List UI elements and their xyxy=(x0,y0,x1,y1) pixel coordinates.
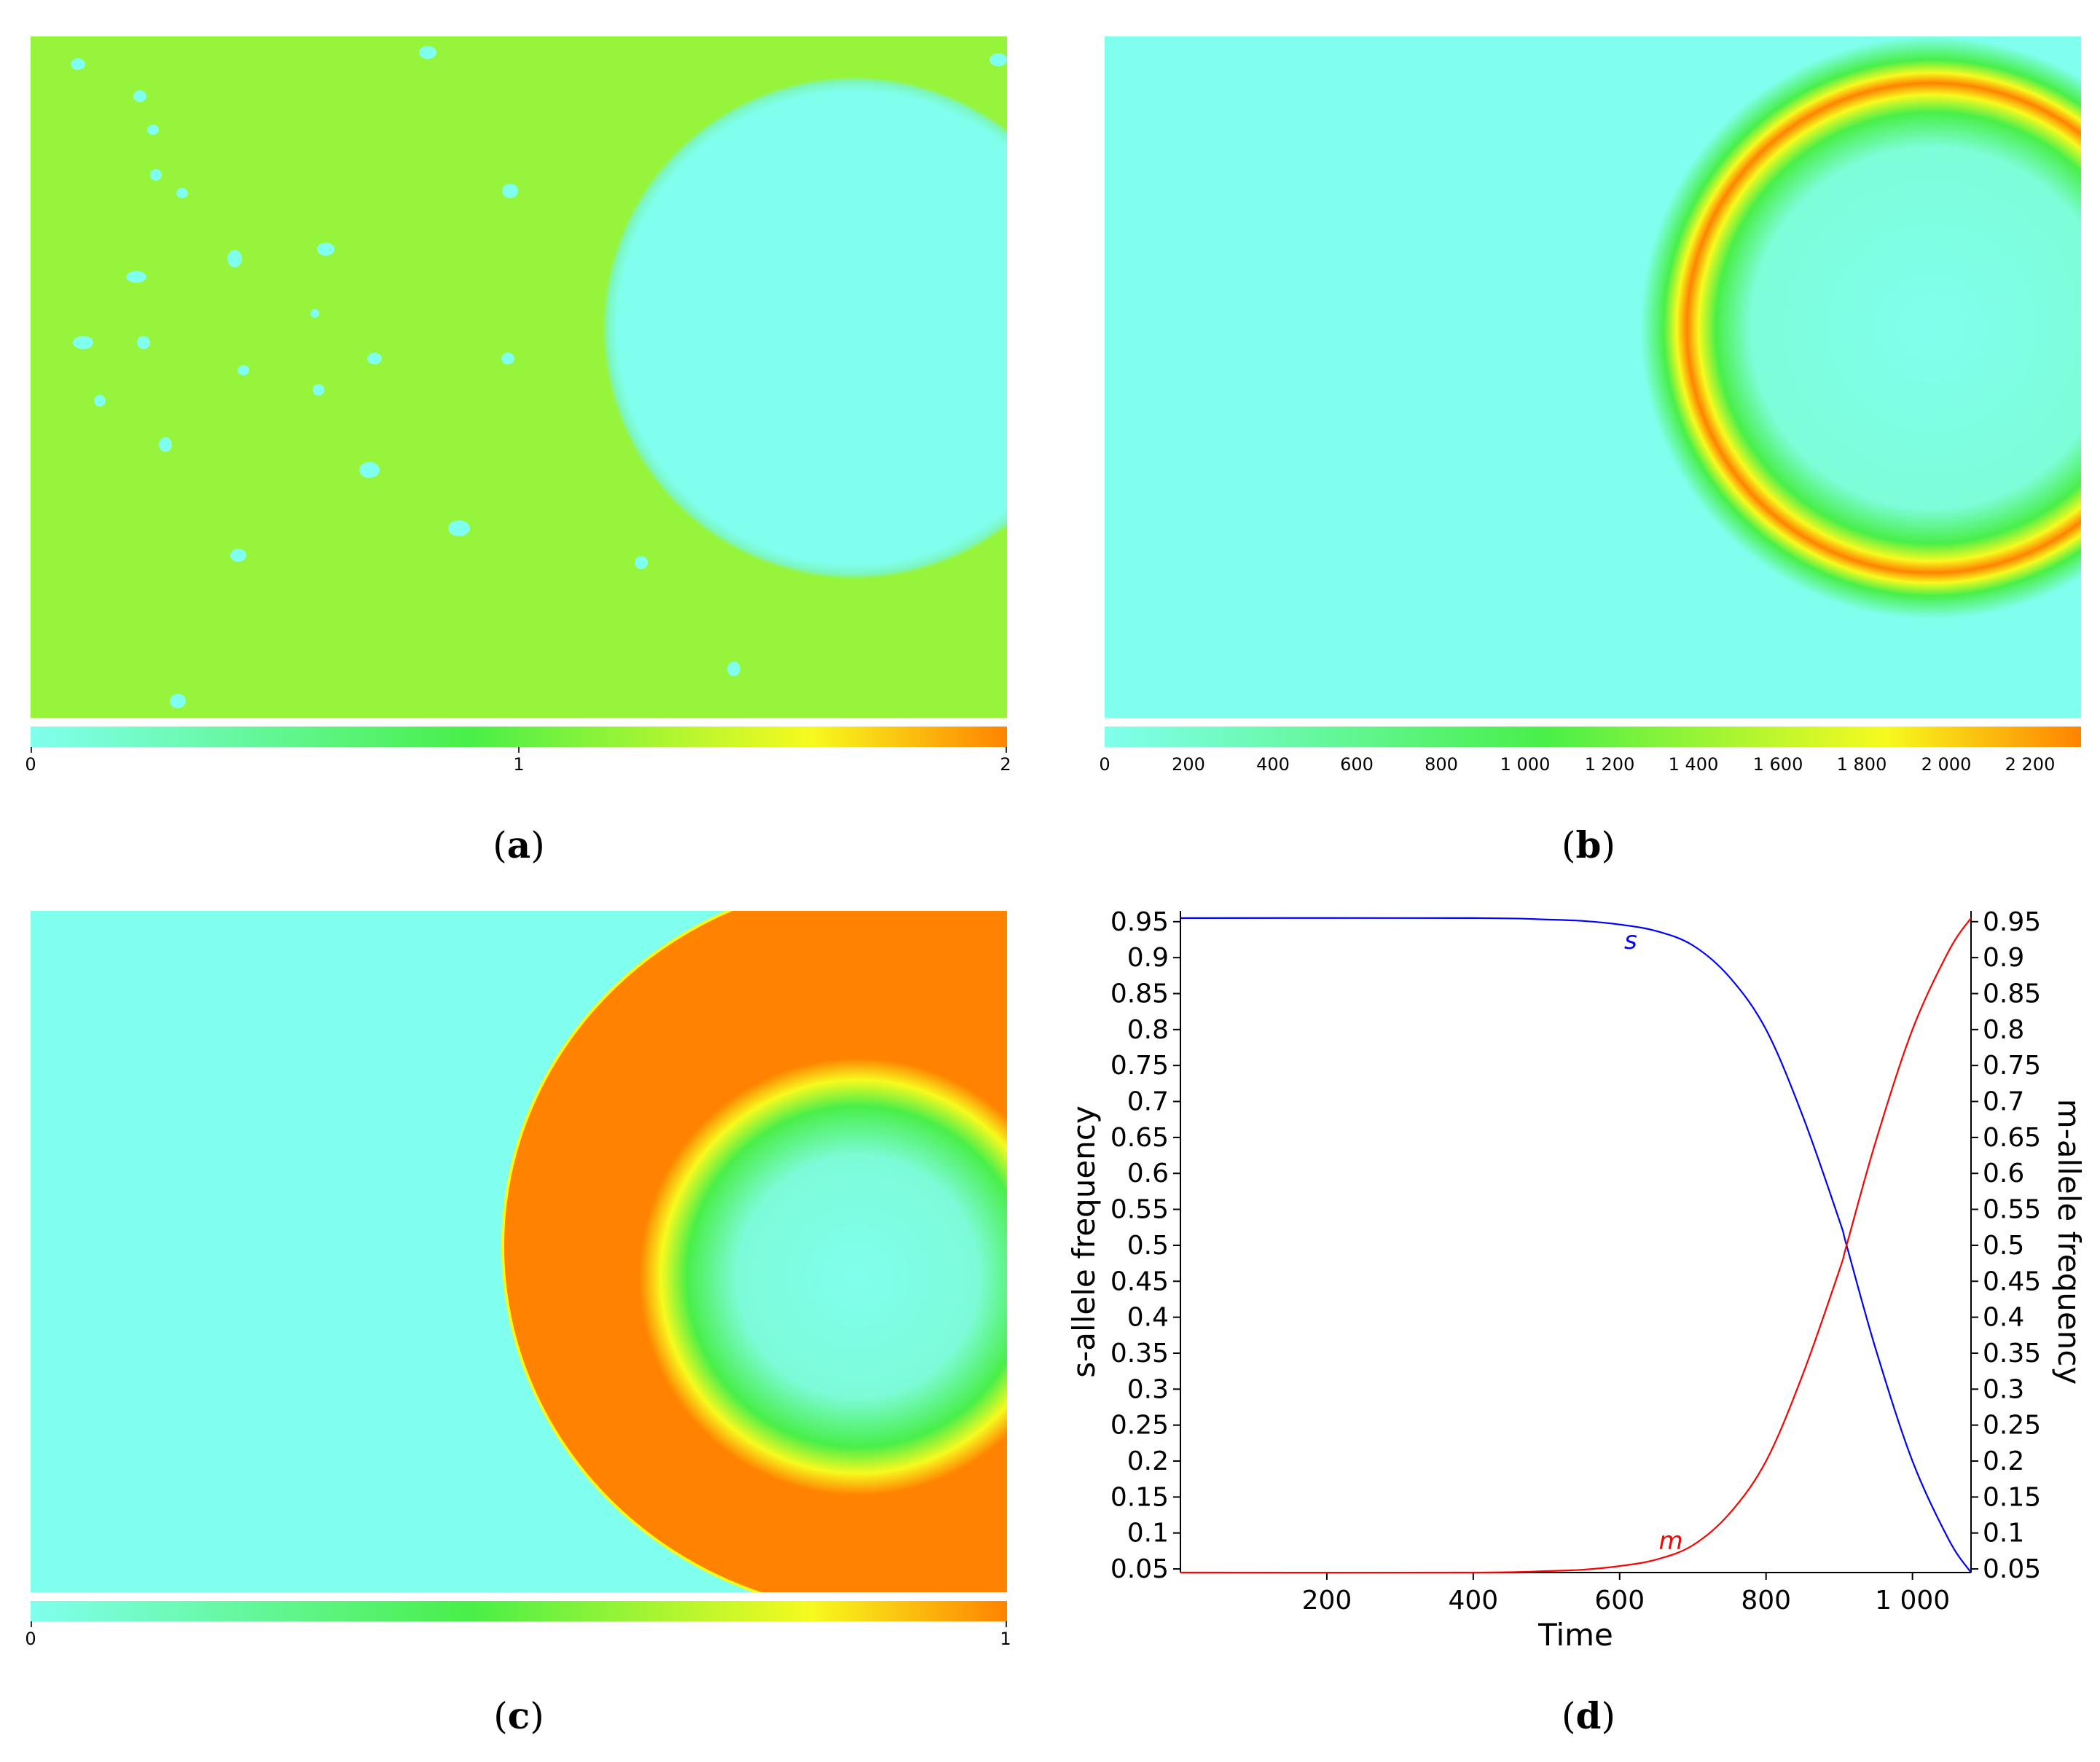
colorbar-tick-label: 1 xyxy=(513,754,525,775)
series-line-s xyxy=(1180,917,1972,1573)
y-tick-label-left: 0.4 xyxy=(1127,1303,1169,1333)
colorbar-tick-label: 0 xyxy=(25,1629,36,1649)
colorbar-tick-label: 2 200 xyxy=(2005,754,2056,775)
y-tick-label-right: 0.1 xyxy=(1983,1519,2024,1548)
y-tick-label-left: 0.7 xyxy=(1127,1087,1169,1117)
y-tick-label-right: 0.6 xyxy=(1983,1159,2024,1189)
colorbar-tick-label: 200 xyxy=(1172,754,1205,775)
y-tick-label-left: 0.85 xyxy=(1110,979,1169,1009)
y-tick-label-right: 0.25 xyxy=(1983,1411,2041,1441)
panel-b-ring xyxy=(1640,36,2081,619)
x-tick-label: 400 xyxy=(1448,1586,1498,1616)
panel-d-caption: (d) xyxy=(1562,1694,1615,1737)
y-tick-label-left: 0.45 xyxy=(1110,1266,1169,1296)
colorbar-tick-label: 400 xyxy=(1256,754,1290,775)
panel-b-colorbar xyxy=(1105,727,2081,747)
y-tick-label-right: 0.95 xyxy=(1983,907,2041,937)
y-tick-label-left: 0.75 xyxy=(1110,1051,1169,1081)
panel-a-domain xyxy=(603,77,1007,579)
y-tick-label-right: 0.45 xyxy=(1983,1266,2041,1296)
y-tick-label-right: 0.75 xyxy=(1983,1051,2041,1081)
colorbar-tick-label: 0 xyxy=(25,754,36,775)
y-tick-label-left: 0.05 xyxy=(1110,1554,1169,1584)
series-label-m: m xyxy=(1659,1527,1683,1556)
y-tick-label-left: 0.95 xyxy=(1110,907,1169,937)
y-tick-label-left: 0.8 xyxy=(1127,1015,1169,1045)
panel-a-map xyxy=(31,36,1007,718)
x-axis-label: Time xyxy=(1537,1617,1613,1651)
colorbar-tick-label: 2 xyxy=(1000,754,1011,775)
y-tick-label-right: 0.2 xyxy=(1983,1446,2024,1476)
y-tick-label-left: 0.2 xyxy=(1127,1446,1169,1476)
y-tick-label-right: 0.8 xyxy=(1983,1015,2024,1045)
colorbar-tick-label: 1 800 xyxy=(1836,754,1887,775)
panel-b-map xyxy=(1105,36,2081,718)
y-tick-label-left: 0.55 xyxy=(1110,1195,1169,1225)
panel-c-core xyxy=(639,1058,1007,1495)
panel-d-chart: 0.05 0.05 0.1 0.1 0.15 0.15 0.2 0.2 0.25 0.25 0.3 0… xyxy=(1066,907,2084,1651)
y-tick-label-left: 0.1 xyxy=(1127,1519,1169,1548)
y-axis-label-right: m-allele frequency xyxy=(2051,1099,2084,1385)
panel-c-colorbar-ticks: 0 1 xyxy=(25,1621,1011,1651)
y-tick-label-right: 0.7 xyxy=(1983,1087,2024,1117)
y-tick-label-right: 0.5 xyxy=(1983,1231,2024,1261)
colorbar-tick-label: 2 000 xyxy=(1921,754,1972,775)
y-tick-label-right: 0.55 xyxy=(1983,1195,2041,1225)
panel-c-map xyxy=(31,911,1007,1592)
panel-c-caption: (c) xyxy=(493,1694,544,1737)
y-tick-label-left: 0.35 xyxy=(1110,1339,1169,1369)
colorbar-tick-label: 1 600 xyxy=(1752,754,1803,775)
y-tick-label-left: 0.25 xyxy=(1110,1411,1169,1441)
y-tick-label-right: 0.3 xyxy=(1983,1374,2024,1404)
colorbar-tick-label: 1 200 xyxy=(1584,754,1635,775)
y-tick-label-left: 0.6 xyxy=(1127,1159,1169,1189)
panel-a-colorbar-ticks: 0 1 2 xyxy=(25,747,1011,776)
y-tick-label-left: 0.9 xyxy=(1127,943,1169,973)
x-tick-label: 600 xyxy=(1594,1586,1645,1616)
y-tick-label-right: 0.15 xyxy=(1983,1482,2041,1512)
y-axis-label-left: s-allele frequency xyxy=(1066,1105,1102,1377)
y-tick-label-left: 0.3 xyxy=(1127,1374,1169,1404)
y-tick-label-right: 0.9 xyxy=(1983,943,2024,973)
series-line-m xyxy=(1180,917,1972,1574)
colorbar-tick-label: 1 xyxy=(1000,1629,1011,1649)
x-tick-label: 800 xyxy=(1741,1586,1791,1616)
x-tick-label: 200 xyxy=(1302,1586,1352,1616)
x-tick-label: 1 000 xyxy=(1875,1586,1950,1616)
colorbar-tick-label: 0 xyxy=(1099,754,1110,775)
series-label-s: s xyxy=(1624,926,1637,955)
panel-a-caption: (a) xyxy=(493,823,545,866)
y-tick-label-left: 0.5 xyxy=(1127,1231,1169,1261)
panel-b-colorbar-ticks: 0 200 400 600 800 1 000 1 200 1 400 1 60… xyxy=(1099,747,2081,776)
y-tick-label-right: 0.65 xyxy=(1983,1123,2041,1153)
y-tick-label-right: 0.85 xyxy=(1983,979,2041,1009)
panel-a-colorbar xyxy=(31,727,1007,747)
y-tick-label-right: 0.05 xyxy=(1983,1554,2041,1584)
panel-b-caption: (b) xyxy=(1562,823,1615,866)
y-tick-label-left: 0.15 xyxy=(1110,1482,1169,1512)
y-tick-label-right: 0.4 xyxy=(1983,1303,2024,1333)
colorbar-tick-label: 1 400 xyxy=(1668,754,1719,775)
panel-c-colorbar xyxy=(31,1601,1007,1621)
y-tick-label-right: 0.35 xyxy=(1983,1339,2041,1369)
colorbar-tick-label: 800 xyxy=(1425,754,1458,775)
colorbar-tick-label: 600 xyxy=(1340,754,1374,775)
y-tick-label-left: 0.65 xyxy=(1110,1123,1169,1153)
colorbar-tick-label: 1 000 xyxy=(1500,754,1551,775)
panel-a-spots xyxy=(71,46,1007,708)
